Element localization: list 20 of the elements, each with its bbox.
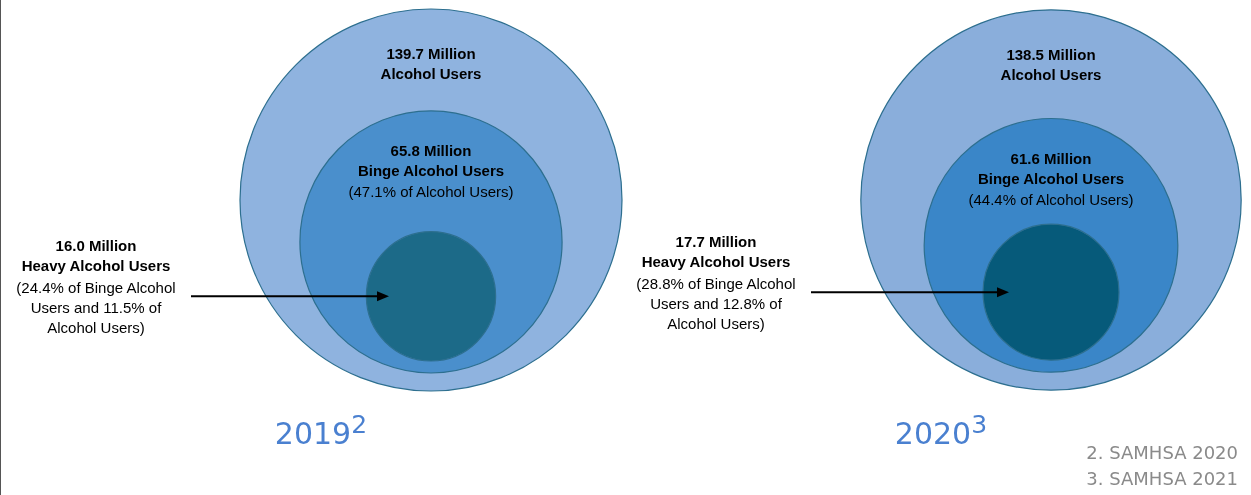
- data-label: 16.0 Million: [54, 236, 138, 257]
- data-label: 139.7 Million: [385, 44, 477, 64]
- text: (44.4% of Alcohol Users): [967, 189, 1135, 210]
- category-label: Binge Alcohol Users: [976, 168, 1126, 189]
- text: 2019$^{2}$: [273, 410, 369, 451]
- data-label: 17.7 Million: [674, 232, 758, 253]
- category-label: Alcohol Users: [379, 64, 483, 84]
- category-label: Heavy Alcohol Users: [640, 252, 792, 273]
- category-label: Binge Alcohol Users: [356, 160, 506, 181]
- text: 2020$^{3}$: [893, 410, 989, 451]
- text: (47.1% of Alcohol Users): [347, 181, 515, 202]
- data-label: 138.5 Million: [1005, 44, 1097, 65]
- category-label: Alcohol Users: [999, 64, 1103, 85]
- text: 3. SAMHSA 2021: [1086, 467, 1238, 491]
- text: (24.4% of Binge Alcohol Users and 11.5% of Alcohol Users): [15, 278, 177, 339]
- data-label: 65.8 Million: [389, 140, 473, 161]
- text: 2. SAMHSA 2020: [1086, 441, 1238, 465]
- category-label: Heavy Alcohol Users: [20, 256, 172, 277]
- text: (28.8% of Binge Alcohol Users and 12.8% of Alcohol Users): [635, 274, 797, 335]
- data-label: 61.6 Million: [1009, 148, 1093, 169]
